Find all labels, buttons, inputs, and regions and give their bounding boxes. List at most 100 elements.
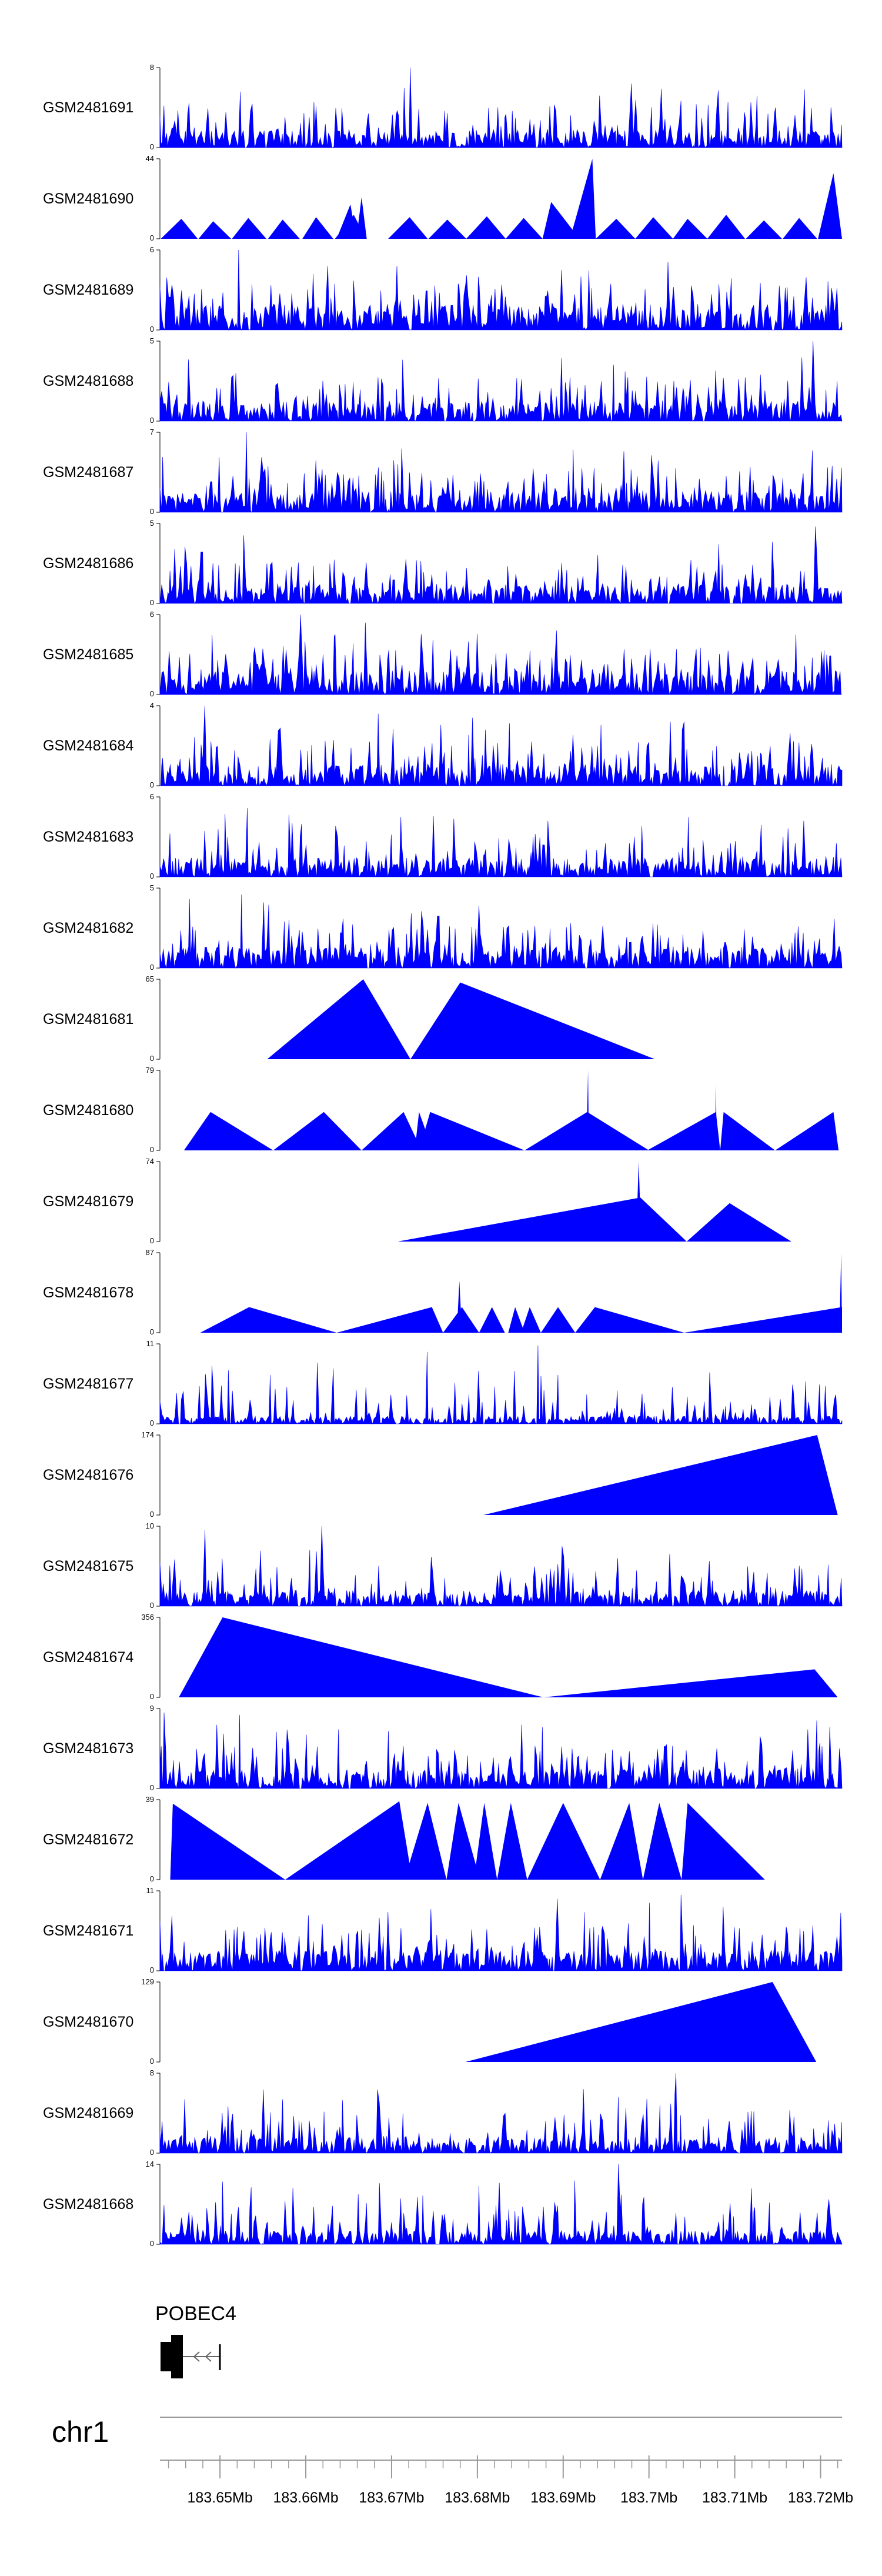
coverage-area (159, 1712, 843, 1789)
y-tick-min-label: 0 (150, 1145, 154, 1154)
y-tick-min-label: 0 (150, 416, 154, 425)
track-label: GSM2481691 (43, 99, 133, 116)
y-tick-min-label: 0 (150, 1966, 154, 1974)
coverage-area (159, 526, 843, 605)
y-tick-max-label: 7 (150, 428, 154, 436)
coverage-peak (428, 219, 466, 239)
coverage-area (159, 1894, 843, 1972)
gene-exon (171, 2335, 183, 2378)
y-tick-max-label: 11 (146, 1339, 155, 1348)
coverage-peak (404, 1803, 447, 1880)
coverage-area (159, 894, 843, 969)
x-tick-label: 183.66Mb (273, 2490, 338, 2506)
track-label: GSM2481670 (43, 2014, 133, 2030)
y-tick-min-label: 0 (150, 1327, 154, 1336)
track-GSM2481680: GSM2481680 79 0 (43, 1066, 839, 1154)
y-tick-min-label: 0 (150, 780, 154, 789)
track-label: GSM2481689 (43, 282, 133, 298)
track-GSM2481678: GSM2481678 87 0 (43, 1248, 842, 1336)
coverage-area (159, 1526, 843, 1607)
coverage-peak (839, 1253, 842, 1333)
coverage-peak (686, 1203, 791, 1242)
y-tick-min-label: 0 (150, 1601, 154, 1610)
track-GSM2481688: GSM2481688 5 0 (43, 336, 843, 425)
coverage-peak (673, 219, 707, 239)
coverage-peak (388, 217, 428, 239)
track-label: GSM2481672 (43, 1831, 133, 1848)
y-tick-max-label: 65 (146, 975, 154, 983)
track-GSM2481685: GSM2481685 6 0 (43, 610, 842, 698)
coverage-peak (285, 1801, 412, 1880)
track-label: GSM2481673 (43, 1740, 133, 1757)
y-tick-min-label: 0 (150, 689, 154, 698)
coverage-peak (474, 1803, 497, 1880)
y-tick-max-label: 356 (141, 1613, 154, 1621)
y-tick-min-label: 0 (150, 1874, 154, 1883)
track-GSM2481684: GSM2481684 4 0 (43, 701, 843, 789)
coverage-peak (783, 218, 817, 239)
track-GSM2481691: GSM2481691 8 0 (43, 63, 843, 151)
coverage-peak (508, 1307, 525, 1333)
coverage-peak (419, 1112, 525, 1150)
track-GSM2481670: GSM2481670 129 0 (43, 1977, 817, 2066)
coverage-peak (506, 218, 543, 239)
track-GSM2481672: GSM2481672 39 0 (43, 1795, 765, 1883)
y-tick-max-label: 39 (146, 1795, 154, 1804)
y-tick-max-label: 6 (150, 610, 154, 619)
track-GSM2481687: GSM2481687 7 0 (43, 428, 843, 516)
y-tick-min-label: 0 (150, 2148, 154, 2157)
y-tick-max-label: 129 (141, 1977, 154, 1986)
coverage-peak (746, 220, 782, 239)
coverage-peak (397, 1197, 687, 1242)
y-tick-max-label: 6 (150, 792, 154, 801)
coverage-area (159, 67, 843, 149)
y-tick-min-label: 0 (150, 142, 154, 151)
track-GSM2481677: GSM2481677 11 0 (43, 1339, 843, 1427)
y-tick-max-label: 79 (146, 1066, 154, 1075)
track-label: GSM2481674 (43, 1649, 133, 1666)
coverage-peak (483, 1435, 838, 1515)
coverage-peak (775, 1112, 839, 1150)
y-tick-min-label: 0 (150, 325, 154, 333)
coverage-peak (446, 1803, 480, 1880)
track-GSM2481674: GSM2481674 356 0 (43, 1613, 838, 1701)
track-label: GSM2481688 (43, 373, 133, 389)
coverage-peak (479, 1307, 505, 1333)
track-label: GSM2481681 (43, 1011, 133, 1027)
coverage-peak (586, 1070, 589, 1150)
track-label: GSM2481686 (43, 555, 133, 572)
track-label: GSM2481677 (43, 1376, 133, 1392)
track-GSM2481679: GSM2481679 74 0 (43, 1157, 791, 1245)
coverage-peak (643, 1803, 682, 1880)
track-GSM2481682: GSM2481682 5 0 (43, 883, 843, 972)
coverage-peak (707, 215, 746, 239)
y-tick-min-label: 0 (150, 233, 154, 242)
y-tick-max-label: 4 (150, 701, 154, 710)
coverage-peak (720, 1112, 776, 1150)
coverage-peak (540, 1307, 576, 1333)
track-GSM2481669: GSM2481669 8 0 (43, 2068, 843, 2157)
coverage-peak (273, 1112, 362, 1150)
gene-exon (161, 2342, 172, 2371)
coverage-peak (570, 159, 596, 239)
y-tick-max-label: 5 (150, 883, 154, 892)
coverage-peak (268, 219, 300, 239)
coverage-area (159, 614, 842, 696)
coverage-peak (465, 1982, 817, 2062)
y-tick-max-label: 10 (146, 1521, 154, 1530)
y-tick-max-label: 9 (150, 1704, 154, 1713)
coverage-peak (200, 1307, 337, 1333)
coverage-peak (170, 1803, 286, 1880)
coverage-peak (198, 221, 232, 239)
track-label: GSM2481682 (43, 920, 133, 936)
strand-arrow (193, 2351, 200, 2362)
x-tick-label: 183.69Mb (530, 2490, 596, 2506)
gene-label: POBEC4 (155, 2303, 236, 2325)
x-tick-label: 183.71Mb (702, 2490, 767, 2506)
track-GSM2481671: GSM2481671 11 0 (43, 1886, 843, 1974)
coverage-area (159, 432, 843, 513)
track-GSM2481689: GSM2481689 6 0 (43, 245, 843, 333)
coverage-peak (636, 1162, 642, 1242)
coverage-peak (818, 173, 842, 239)
